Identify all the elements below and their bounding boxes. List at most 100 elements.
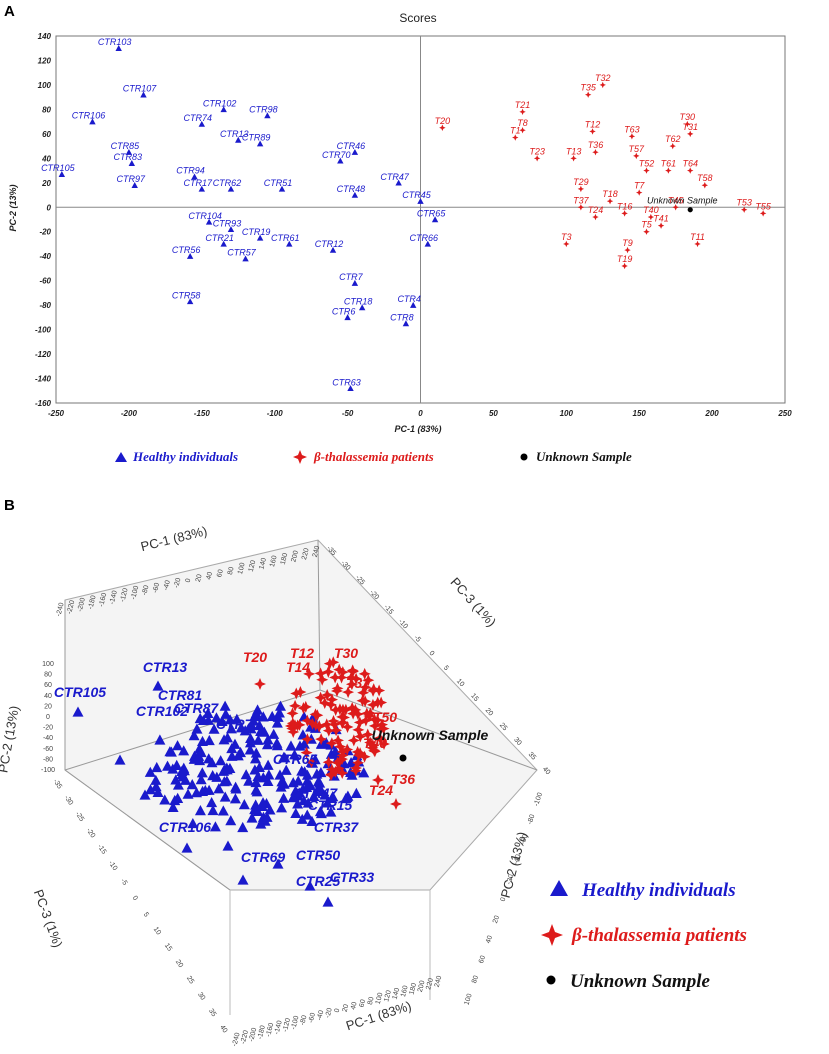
healthy-point-label: CTR51 <box>264 178 293 188</box>
healthy-point-3d <box>276 776 288 787</box>
healthy-point-3d <box>216 715 228 727</box>
healthy-point-3d <box>255 725 267 737</box>
pc3-tick-right: 30 <box>512 736 522 747</box>
healthy-point-3d <box>319 789 331 800</box>
patient-label-3d: T40 <box>363 735 387 751</box>
pc2-tick-right: -40 <box>513 854 523 866</box>
patient-label-3d: T14 <box>286 659 310 675</box>
patient-point-3d <box>324 769 337 782</box>
pc1-tick-top: -40 <box>163 580 172 592</box>
x-tick-label: 100 <box>560 409 574 418</box>
patient-point-label: T41 <box>653 214 669 224</box>
healthy-point-3d <box>167 801 179 813</box>
pc2-axis-label-left: PC-2 (13%) <box>0 704 22 773</box>
healthy-point-3d <box>271 717 283 728</box>
patient-point-3d <box>357 686 370 699</box>
healthy-point-3d <box>250 777 262 788</box>
healthy-point-3d <box>280 764 292 775</box>
healthy-point <box>351 149 359 155</box>
healthy-point-label: CTR21 <box>205 233 234 243</box>
healthy-point-3d <box>207 804 219 816</box>
healthy-point-label: CTR17 <box>184 178 214 188</box>
patient-point-3d <box>325 737 338 750</box>
panel-a-label: A <box>4 3 15 20</box>
y-tick-label: 60 <box>42 130 51 139</box>
pc2-tick-left: -80 <box>43 756 53 763</box>
healthy-point-3d <box>195 746 207 758</box>
pc3-tick-left: 10 <box>152 926 162 936</box>
pc1-tick-top: -60 <box>152 582 161 594</box>
healthy-point-3d <box>208 723 220 734</box>
patient-point-3d <box>314 667 327 680</box>
x-tick-label: 250 <box>777 409 792 418</box>
y-tick-label: -80 <box>39 301 51 310</box>
healthy-point-3d <box>151 761 163 773</box>
patient-point <box>624 246 631 254</box>
patient-point-3d <box>318 697 331 710</box>
pc1-tick-bottom: -100 <box>290 1015 300 1030</box>
healthy-point-3d <box>249 803 261 814</box>
patient-point-3d <box>358 667 371 680</box>
patient-point-3d <box>336 703 349 716</box>
patient-point <box>657 222 665 229</box>
healthy-point-3d <box>237 874 249 885</box>
patient-point-3d <box>371 714 384 727</box>
healthy-point-3d <box>195 774 207 785</box>
pc1-tick-bottom: 20 <box>342 1004 351 1013</box>
pc2-tick-left: -60 <box>43 746 53 753</box>
pc2-tick-left: -20 <box>43 725 53 732</box>
pc1-tick-top: -240 <box>55 602 65 617</box>
pc1-tick-top: -160 <box>98 592 108 607</box>
pc1-tick-bottom: -80 <box>299 1014 308 1026</box>
legend-a-unknown-label: Unknown Sample <box>536 449 632 464</box>
pc1-tick-top: 220 <box>301 547 311 560</box>
healthy-point-3d <box>314 777 326 788</box>
patient-point-label: T57 <box>629 144 646 154</box>
healthy-point-3d <box>298 794 310 806</box>
healthy-point-3d <box>152 680 164 691</box>
y-tick-label: 80 <box>42 105 51 114</box>
patient-point <box>628 133 636 140</box>
patient-label-3d: T31 <box>346 675 370 691</box>
patient-point <box>633 152 640 160</box>
healthy-point-label: CTR63 <box>332 377 361 387</box>
pc1-tick-top: 200 <box>290 550 300 563</box>
healthy-point-3d <box>350 787 362 798</box>
healthy-point <box>198 120 205 127</box>
pc1-tick-top: 120 <box>248 560 258 573</box>
healthy-point-3d <box>245 732 257 744</box>
pc2-tick-left: 20 <box>44 703 52 710</box>
patient-point-label: T9 <box>622 238 633 248</box>
patient-point-label: T53 <box>736 198 752 208</box>
pc1-tick-bottom: -220 <box>240 1029 250 1044</box>
healthy-point-3d <box>290 807 302 819</box>
healthy-point-3d <box>181 842 193 853</box>
patient-point-label: T16 <box>617 201 633 211</box>
pc1-tick-bottom: 160 <box>400 985 410 998</box>
healthy-point-3d <box>219 791 231 802</box>
pc3-tick-left: -5 <box>119 878 128 887</box>
patient-point-3d <box>327 715 340 728</box>
healthy-point <box>256 234 264 241</box>
patient-point-3d <box>322 724 335 737</box>
patient-point <box>636 189 643 196</box>
healthy-point-3d <box>237 821 249 833</box>
patient-point-label: T19 <box>617 254 633 264</box>
patient-point-3d <box>345 671 358 684</box>
patient-point <box>577 204 585 211</box>
pc1-tick-bottom: -180 <box>257 1025 267 1040</box>
healthy-point-3d <box>218 734 230 745</box>
healthy-point-3d <box>305 721 317 732</box>
healthy-point-label: CTR58 <box>172 290 201 300</box>
healthy-point-3d <box>315 766 327 778</box>
patient-point <box>694 240 701 248</box>
healthy-point-3d <box>213 783 225 794</box>
healthy-point-3d <box>230 783 242 794</box>
patient-point <box>672 204 679 211</box>
healthy-point-label: CTR66 <box>410 233 439 243</box>
unknown-point-label: Unknown Sample <box>647 196 718 206</box>
patient-point <box>512 134 519 141</box>
healthy-point-label: CTR48 <box>337 184 366 194</box>
patient-point-label: T21 <box>515 100 531 110</box>
